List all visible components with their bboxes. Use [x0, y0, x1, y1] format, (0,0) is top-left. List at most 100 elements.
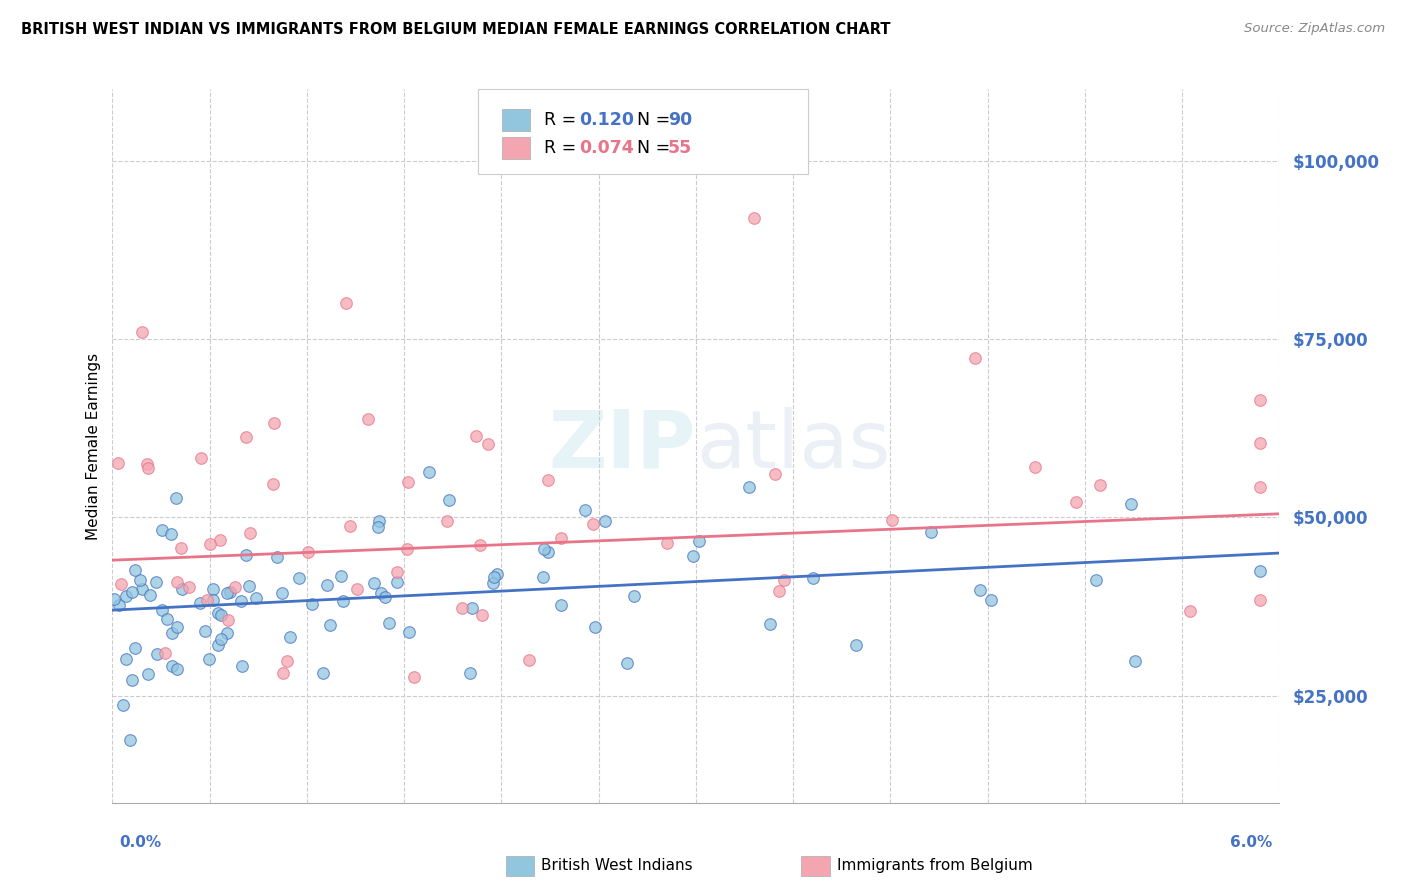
Point [550, 531, 572, 545]
Point [160, 526, 183, 541]
Point [763, 467, 786, 481]
Point [107, 599, 129, 613]
Point [485, 566, 508, 581]
Point [245, 591, 267, 606]
Point [574, 503, 596, 517]
Point [623, 589, 645, 603]
Point [1121, 498, 1143, 512]
Point [207, 606, 229, 620]
Point [278, 630, 301, 644]
Point [1178, 604, 1201, 618]
Point [357, 412, 380, 426]
Point [301, 598, 323, 612]
Point [468, 538, 491, 552]
Point [218, 585, 240, 599]
Point [166, 574, 188, 589]
Point [217, 586, 239, 600]
Text: R =: R = [544, 139, 582, 157]
Point [387, 566, 409, 580]
Point [1249, 565, 1271, 579]
Point [772, 574, 794, 588]
Point [128, 573, 150, 587]
Point [367, 514, 389, 528]
Point [209, 632, 232, 646]
Point [138, 667, 160, 681]
Point [329, 568, 352, 582]
Point [616, 656, 638, 670]
Text: N =: N = [626, 139, 675, 157]
Point [217, 613, 239, 627]
Point [402, 670, 425, 684]
Point [1088, 477, 1111, 491]
Point [315, 578, 337, 592]
Point [266, 549, 288, 564]
Point [533, 541, 555, 556]
Point [239, 526, 262, 541]
Point [398, 624, 420, 639]
Point [1084, 574, 1107, 588]
Point [160, 658, 183, 673]
Point [235, 549, 257, 563]
Point [209, 533, 232, 547]
Point [131, 325, 153, 339]
Text: atlas: atlas [696, 407, 890, 485]
Text: 6.0%: 6.0% [1230, 836, 1272, 850]
Point [436, 514, 458, 528]
Text: Source: ZipAtlas.com: Source: ZipAtlas.com [1244, 22, 1385, 36]
Point [318, 617, 340, 632]
Point [276, 654, 298, 668]
Point [270, 586, 292, 600]
Point [1064, 495, 1087, 509]
Point [115, 590, 138, 604]
Text: N =: N = [626, 112, 675, 129]
Point [377, 616, 399, 631]
Point [166, 661, 188, 675]
Point [231, 658, 253, 673]
Point [758, 617, 780, 632]
Text: ZIP: ZIP [548, 407, 696, 485]
Point [583, 620, 606, 634]
Point [1249, 593, 1271, 607]
Point [688, 534, 710, 549]
Point [297, 545, 319, 559]
Point [1024, 460, 1046, 475]
Point [145, 575, 167, 590]
Point [367, 520, 389, 534]
Point [471, 608, 494, 623]
Point [177, 580, 200, 594]
Text: 90: 90 [668, 112, 692, 129]
Point [118, 733, 141, 747]
Point [460, 666, 482, 681]
Point [464, 428, 486, 442]
Point [124, 563, 146, 577]
Point [845, 638, 868, 652]
Point [165, 491, 187, 505]
Point [396, 475, 419, 489]
Point [155, 646, 177, 660]
Point [332, 594, 354, 608]
Point [211, 607, 233, 622]
Text: 55: 55 [668, 139, 692, 157]
Point [550, 598, 572, 612]
Point [139, 589, 162, 603]
Point [963, 351, 986, 365]
Point [595, 514, 617, 528]
Point [103, 591, 125, 606]
Point [1249, 393, 1271, 408]
Point [1249, 479, 1271, 493]
Point [738, 479, 761, 493]
Point [224, 581, 246, 595]
Point [450, 601, 472, 615]
Point [146, 647, 169, 661]
Point [768, 583, 790, 598]
Point [339, 519, 361, 533]
Point [217, 626, 239, 640]
Point [110, 576, 132, 591]
Point [150, 523, 173, 537]
Point [135, 457, 157, 471]
Point [207, 639, 229, 653]
Point [880, 513, 903, 527]
Text: BRITISH WEST INDIAN VS IMMIGRANTS FROM BELGIUM MEDIAN FEMALE EARNINGS CORRELATIO: BRITISH WEST INDIAN VS IMMIGRANTS FROM B… [21, 22, 890, 37]
Point [437, 492, 460, 507]
Point [363, 575, 385, 590]
